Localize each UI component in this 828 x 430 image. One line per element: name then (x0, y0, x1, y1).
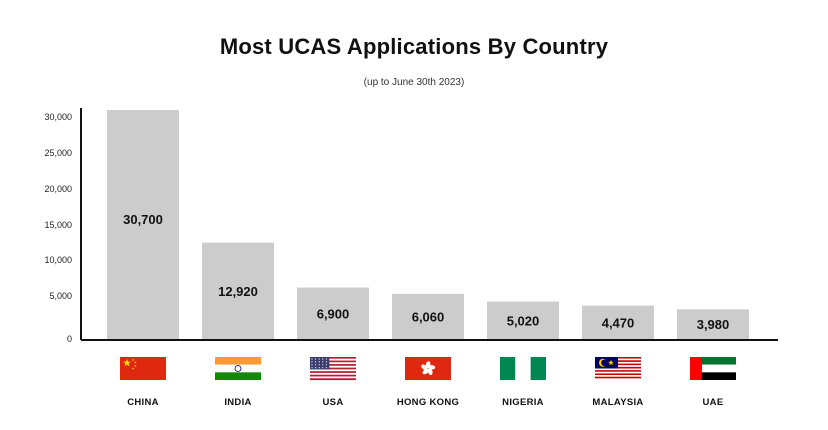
y-tick-label: 15,000 (44, 220, 72, 230)
bar-value-labels: 30,700 12,920 6,900 6,060 5,020 4,470 3,980 (123, 212, 729, 332)
bar-value-label: 12,920 (218, 284, 258, 299)
category-labels: CHINA INDIA USA HONG KONG NIGERIA MALAYSIA UAE (127, 397, 723, 408)
usa-flag-icon (310, 357, 356, 381)
bar-value-label: 4,470 (602, 315, 635, 330)
bar (202, 242, 274, 339)
flags-layer (120, 357, 736, 381)
uae-flag-icon (690, 357, 736, 380)
y-tick-label: 25,000 (44, 148, 72, 158)
hong-kong-flag-icon (405, 357, 451, 380)
category-label: NIGERIA (502, 397, 544, 408)
nigeria-flag-icon (500, 357, 546, 380)
y-tick-label: 0 (67, 334, 72, 344)
y-axis-ticks: 0 5,000 10,000 15,000 20,000 25,000 30,000 (44, 112, 72, 344)
chart-title: Most UCAS Applications By Country (219, 34, 609, 59)
bar-value-label: 6,060 (412, 309, 445, 324)
bar (582, 305, 654, 339)
category-label: INDIA (224, 397, 251, 408)
bars-layer (107, 110, 749, 339)
axes-layer (80, 108, 778, 341)
bar-value-label: 6,900 (317, 306, 350, 321)
category-label: MALAYSIA (592, 397, 643, 408)
bar (392, 293, 464, 339)
chart-subtitle: (up to June 30th 2023) (363, 77, 465, 88)
y-tick-label: 30,000 (44, 112, 72, 122)
bar-value-label: 30,700 (123, 212, 163, 227)
china-flag-icon (120, 357, 166, 380)
category-label: USA (323, 397, 344, 408)
bar-value-label: 3,980 (697, 317, 730, 332)
bar (107, 110, 179, 339)
bar (677, 309, 749, 339)
y-tick-label: 20,000 (44, 184, 72, 194)
bar-value-label: 5,020 (507, 313, 540, 328)
bar (297, 287, 369, 339)
bar (487, 301, 559, 339)
y-tick-label: 5,000 (49, 291, 72, 301)
category-label: HONG KONG (397, 397, 459, 408)
category-label: UAE (703, 397, 724, 408)
malaysia-flag-icon (595, 357, 641, 381)
y-tick-label: 10,000 (44, 255, 72, 265)
category-label: CHINA (127, 397, 159, 408)
india-flag-icon (215, 357, 261, 380)
